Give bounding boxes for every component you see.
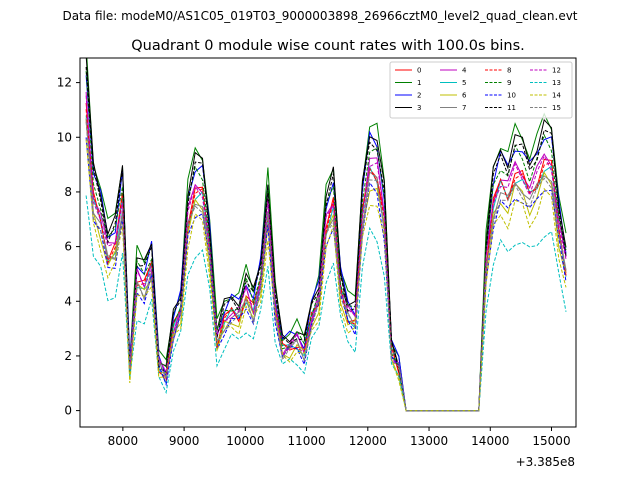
legend-label-12: 12	[552, 67, 561, 75]
y-tick-label: 2	[64, 349, 72, 363]
y-axis: 0 2 4 6 8 10 12	[57, 76, 80, 418]
x-tick-label: 15000	[532, 434, 570, 448]
legend-label-15: 15	[552, 104, 561, 112]
y-tick-label: 12	[57, 76, 72, 90]
x-tick-label: 12000	[349, 434, 387, 448]
x-tick-label: 11000	[287, 434, 325, 448]
x-axis: 8000 9000 10000 11000 12000 13000 14000 15000	[108, 427, 571, 448]
legend-label-11: 11	[507, 104, 516, 112]
x-tick-label: 14000	[471, 434, 509, 448]
legend-label-3: 3	[417, 104, 421, 112]
legend-label-8: 8	[507, 67, 511, 75]
legend-label-13: 13	[552, 79, 561, 87]
y-tick-label: 10	[57, 130, 72, 144]
legend-label-9: 9	[507, 79, 511, 87]
series-layer	[85, 58, 567, 412]
legend-label-10: 10	[507, 92, 516, 100]
y-tick-label: 6	[64, 240, 72, 254]
legend-label-4: 4	[462, 67, 467, 75]
legend-label-14: 14	[552, 92, 561, 100]
legend-label-6: 6	[462, 92, 467, 100]
series-line-15	[85, 121, 567, 412]
legend-box	[389, 61, 573, 119]
series-line-13	[85, 195, 567, 412]
plot-frame	[79, 57, 577, 428]
y-tick-label: 0	[64, 404, 72, 418]
series-line-1	[86, 58, 567, 412]
legend-label-1: 1	[417, 79, 421, 87]
x-tick-label: 10000	[226, 434, 264, 448]
suptitle: Data file: modeM0/AS1C05_019T03_90000038…	[62, 9, 577, 23]
y-tick-label: 8	[64, 185, 72, 199]
x-tick-label: 8000	[108, 434, 139, 448]
series-line-12	[85, 95, 567, 412]
x-tick-label: 13000	[410, 434, 448, 448]
legend-label-2: 2	[417, 92, 421, 100]
chart-title: Quadrant 0 module wise count rates with …	[131, 38, 525, 54]
legend-label-7: 7	[462, 104, 466, 112]
x-tick-label: 9000	[169, 434, 200, 448]
legend-label-0: 0	[417, 67, 421, 75]
legend-label-5: 5	[462, 79, 466, 87]
series-line-8	[85, 109, 567, 412]
series-line-11	[85, 66, 567, 412]
x-offset-label: +3.385e8	[516, 455, 575, 469]
series-line-10	[85, 137, 567, 412]
y-tick-label: 4	[64, 294, 72, 308]
